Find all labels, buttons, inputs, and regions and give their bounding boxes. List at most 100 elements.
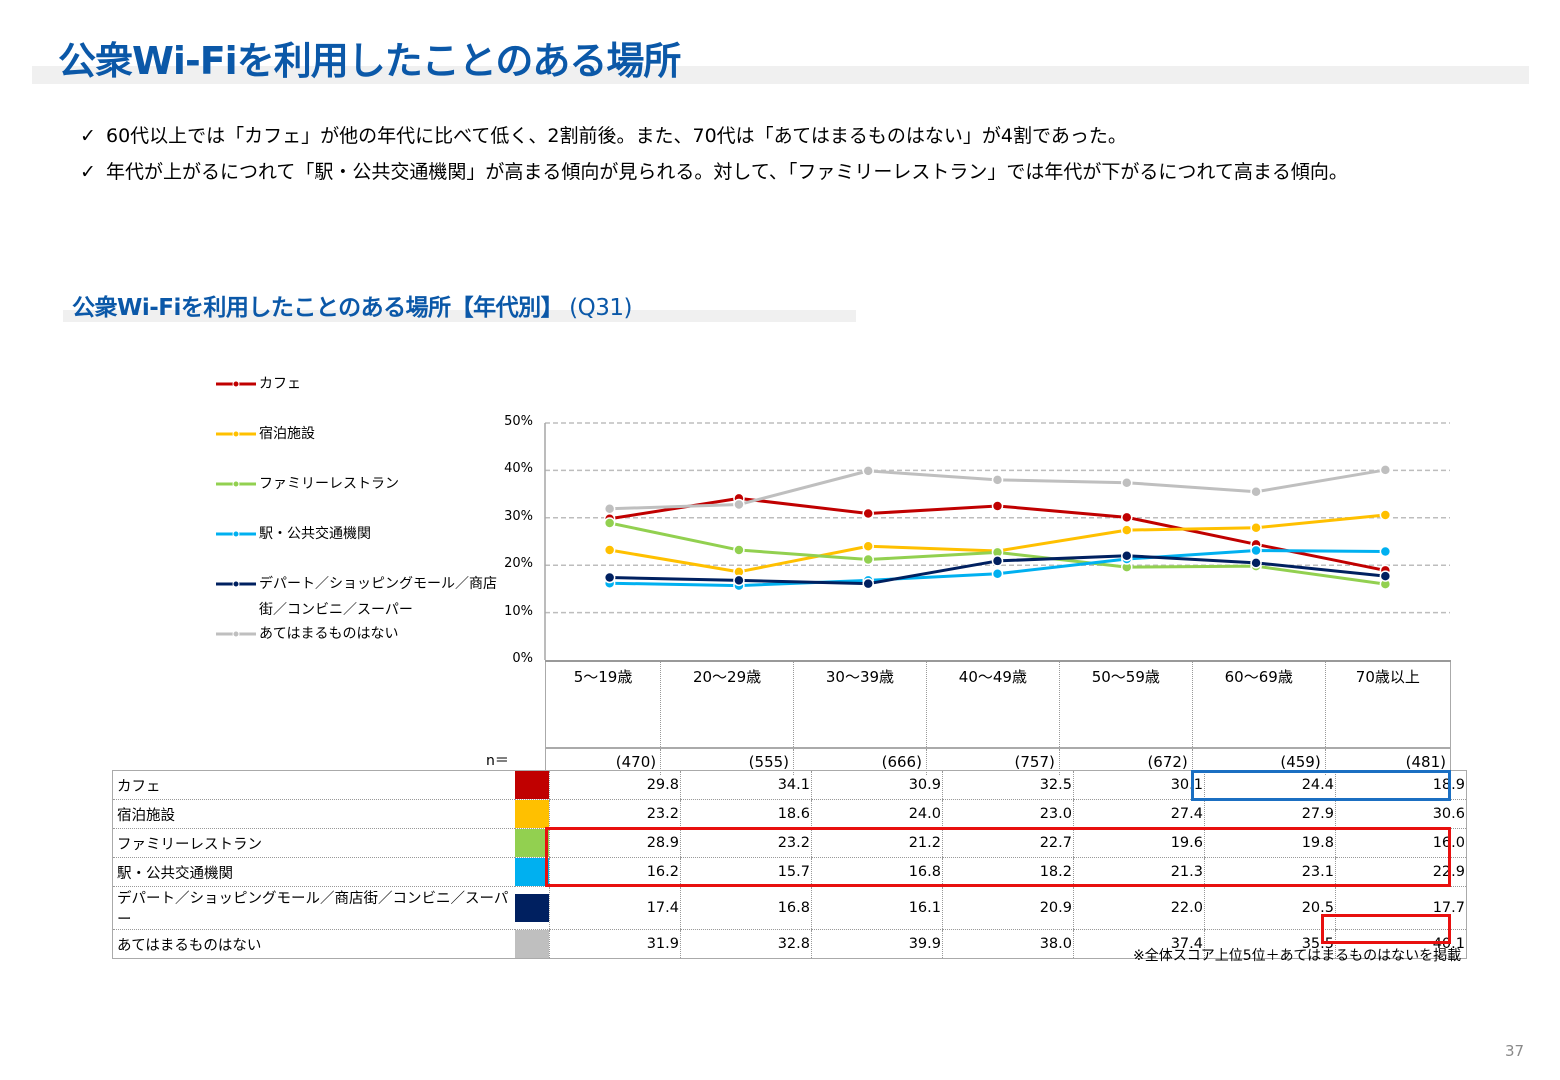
data-point (1250, 557, 1262, 569)
data-point (1121, 476, 1133, 489)
section-title-underline-bar (63, 310, 856, 322)
row-label: 宿泊施設 (112, 799, 515, 829)
data-point (991, 500, 1004, 512)
series-4 (603, 549, 1392, 590)
highlight-box-blue (1191, 770, 1451, 801)
series-1 (603, 509, 1392, 578)
data-point (1250, 522, 1262, 534)
legend-item: 駅・公共交通機関 (216, 525, 371, 547)
table-cell: 16.8 (811, 857, 943, 887)
data-point (862, 540, 874, 552)
category-header-table: 5～19歳 20～29歳 30～39歳 40～49歳 50～59歳 60～69歳 70歳以上… (544, 660, 1452, 775)
table-cell: 16.2 (549, 857, 681, 887)
table-cell: 19.6 (1073, 828, 1205, 858)
legend-line-marker-icon (216, 580, 256, 588)
data-point (603, 544, 616, 556)
table-cell: 30.1 (1073, 770, 1205, 800)
table-cell: 20.9 (942, 886, 1074, 930)
table-cell: 35.5 (1204, 929, 1336, 959)
table-cell: 23.1 (1204, 857, 1336, 887)
swatch-fill (515, 894, 549, 922)
series-5 (603, 464, 1392, 515)
data-point (862, 553, 874, 566)
swatch-fill (515, 930, 549, 958)
data-point (862, 465, 874, 477)
data-point (1121, 524, 1133, 536)
legend-label: デパート／ショッピングモール／商店 街／コンビニ／スーパー (259, 571, 497, 623)
y-tick-label: 40% (504, 461, 533, 477)
data-point (603, 571, 616, 584)
table-cell: 40.1 (1335, 929, 1467, 959)
table-cell: 27.4 (1073, 799, 1205, 829)
check-icon: ✓ (80, 125, 96, 147)
row-label: カフェ (112, 770, 515, 800)
table-row: デパート／ショッピングモール／商店街／コンビニ／スーパー 17.4 16.8 16.1… (112, 886, 1467, 930)
legend-line-marker-icon (216, 480, 256, 488)
table-cell: 32.8 (680, 929, 812, 959)
footnote: ※全体スコア上位5位＋あてはまるものはないを掲載 (1133, 948, 1462, 964)
legend-item: カフェ (216, 375, 301, 397)
table-row: カフェ 29.8 34.1 30.9 32.5 30.1 24.4 18.9 (112, 770, 1467, 800)
swatch-fill (515, 771, 549, 799)
table-cell: 19.8 (1204, 828, 1336, 858)
page-title: 公衆Wi-Fiを利用したことのある場所 (58, 39, 681, 83)
x-category-label: 5～19歳 (544, 660, 661, 748)
row-label: 駅・公共交通機関 (112, 857, 515, 887)
legend-label: ファミリーレストラン (259, 471, 399, 497)
legend-item: あてはまるものはない (216, 625, 398, 647)
table-cell: 16.1 (811, 886, 943, 930)
color-swatch (515, 799, 550, 829)
table-row: 宿泊施設 23.2 18.6 24.0 23.0 27.4 27.9 30.6 (112, 799, 1467, 829)
table-row: あてはまるものはない 31.9 32.8 39.9 38.0 37.4 35.5 40.1 (112, 929, 1467, 959)
table-cell: 30.6 (1335, 799, 1467, 829)
section-title: 公衆Wi-Fiを利用したことのある場所【年代別】 (Q31) (72, 288, 632, 322)
swatch-fill (515, 800, 549, 828)
table-cell: 24.0 (811, 799, 943, 829)
color-swatch (515, 828, 550, 858)
data-point (991, 474, 1004, 486)
table-cell: 21.3 (1073, 857, 1205, 887)
data-point (1121, 549, 1133, 562)
table-cell: 31.9 (549, 929, 681, 959)
data-point (1250, 544, 1262, 557)
n-label: n＝ (486, 753, 509, 769)
title-underline-bar (32, 66, 1529, 84)
legend-label: カフェ (259, 371, 301, 397)
data-point (991, 555, 1004, 567)
table-cell: 23.0 (942, 799, 1074, 829)
summary-bullet: ✓ 年代が上がるにつれて「駅・公共交通機関」が高まる傾向が見られる。対して、「ファ… (80, 154, 1348, 190)
row-label: ファミリーレストラン (112, 828, 515, 858)
data-point (1379, 545, 1392, 558)
table-cell: 18.2 (942, 857, 1074, 887)
table-cell: 17.7 (1335, 886, 1467, 930)
data-point (733, 574, 745, 587)
legend-label-line: あてはまるものはない (259, 626, 399, 642)
x-category-label: 40～49歳 (925, 660, 1060, 748)
color-swatch (515, 857, 550, 887)
table-cell: 16.0 (1335, 828, 1467, 858)
table-cell: 32.5 (942, 770, 1074, 800)
color-swatch (515, 886, 550, 930)
data-point (862, 507, 874, 520)
data-point (603, 503, 616, 515)
check-icon: ✓ (80, 161, 96, 183)
legend-label: 駅・公共交通機関 (259, 521, 371, 547)
table-cell: 23.2 (680, 828, 812, 858)
table-cell: 37.4 (1073, 929, 1205, 959)
x-category-label: 30～39歳 (793, 660, 927, 748)
table-cell: 30.9 (811, 770, 943, 800)
legend-item: ファミリーレストラン (216, 475, 399, 497)
table-row: 駅・公共交通機関 16.2 15.7 16.8 18.2 21.3 23.1 22.9 (112, 857, 1467, 887)
table-cell: 18.9 (1335, 770, 1467, 800)
x-category-label: 60～69歳 (1191, 660, 1326, 748)
summary-bullets: ✓ 60代以上では「カフェ」が他の年代に比べて低く、2割前後。また、70代は「あて… (80, 118, 1348, 190)
data-point (1379, 509, 1392, 521)
y-tick-label: 10% (504, 603, 533, 619)
question-number: (Q31) (569, 295, 632, 321)
y-tick-label: 0% (512, 651, 533, 666)
legend-label: 宿泊施設 (259, 421, 315, 447)
color-swatch (515, 770, 550, 800)
page-number: 37 (1505, 1042, 1525, 1060)
data-table: カフェ 29.8 34.1 30.9 32.5 30.1 24.4 18.9 宿泊施設 23.2 1… (112, 770, 1467, 959)
table-cell: 17.4 (549, 886, 681, 930)
